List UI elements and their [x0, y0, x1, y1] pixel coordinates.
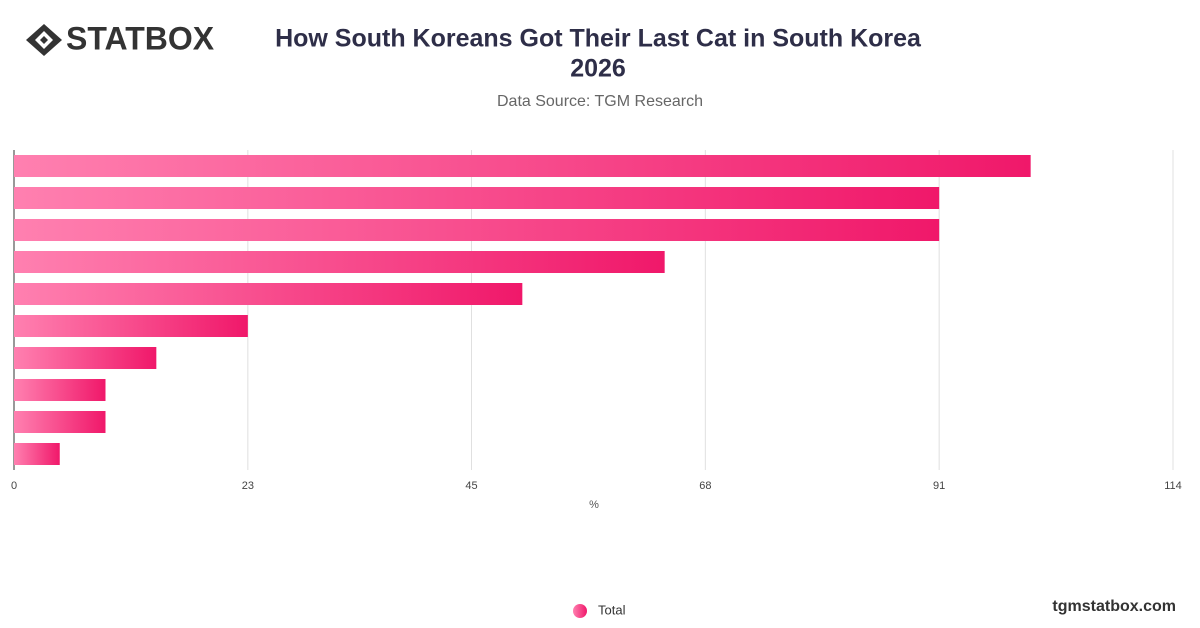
bar — [14, 347, 157, 369]
x-tick-label: 114 — [1164, 480, 1182, 492]
legend-swatch — [573, 604, 587, 618]
x-tick-label: 23 — [242, 480, 254, 492]
chart-title: How South Koreans Got Their Last Cat in … — [275, 25, 922, 53]
x-tick-label: 91 — [933, 480, 945, 492]
footer: tgmstatbox.com — [1052, 598, 1176, 615]
x-tick-label: 68 — [699, 480, 711, 492]
logo: STATBOX — [26, 20, 215, 56]
x-tick-label: 45 — [465, 480, 477, 492]
bar — [14, 219, 940, 241]
chart-title: 2026 — [570, 55, 626, 83]
bar — [14, 379, 106, 401]
chart-subtitle: Data Source: TGM Research — [497, 93, 703, 110]
bar — [14, 411, 106, 433]
bar — [14, 155, 1031, 177]
bar — [14, 187, 940, 209]
legend-label: Total — [598, 602, 626, 617]
bar — [14, 315, 248, 337]
x-tick-label: 0 — [11, 480, 17, 492]
x-axis-label: % — [589, 499, 599, 511]
bar — [14, 283, 523, 305]
brand: STATBOX — [66, 20, 215, 56]
bar — [14, 251, 665, 273]
bar — [14, 443, 60, 465]
